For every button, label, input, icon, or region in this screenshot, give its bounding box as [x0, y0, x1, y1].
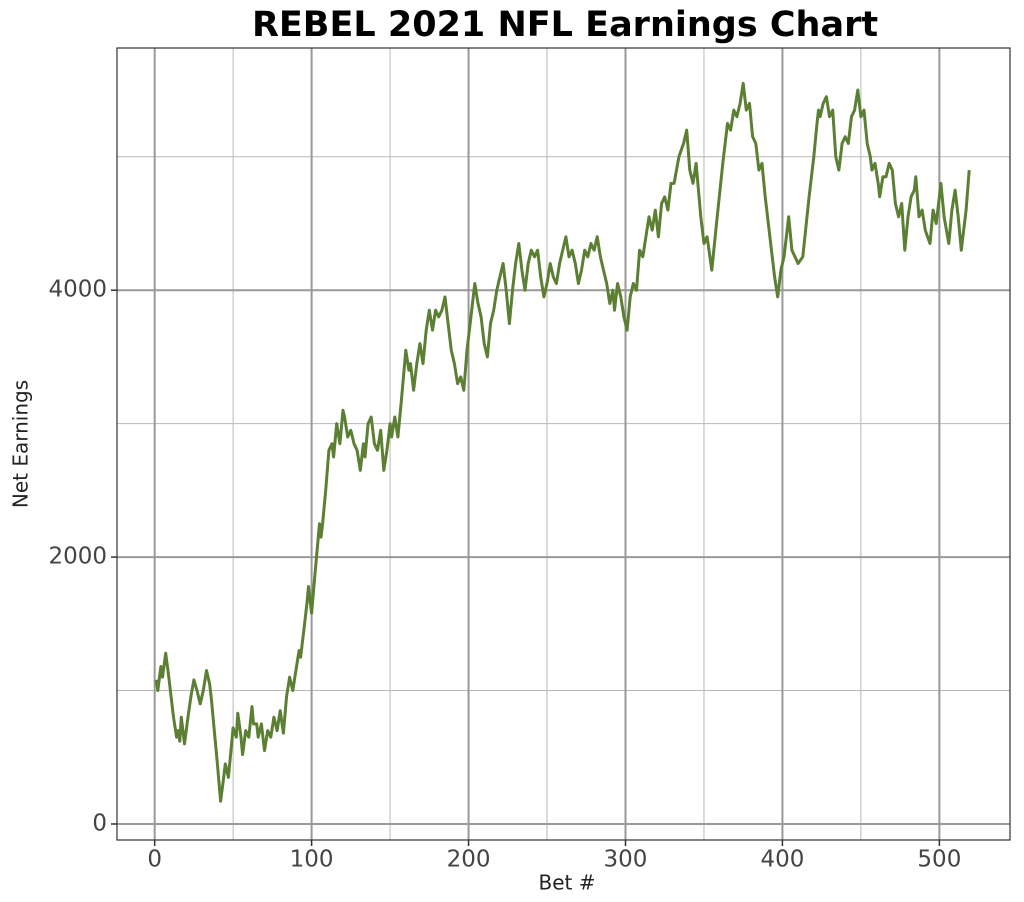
y-tick-label: 2000 [48, 544, 107, 570]
x-tick-label: 300 [604, 847, 648, 873]
chart-title: REBEL 2021 NFL Earnings Chart [252, 5, 878, 45]
y-tick-label: 4000 [48, 277, 107, 303]
x-tick-label: 500 [917, 847, 961, 873]
y-axis-label: Net Earnings [9, 380, 33, 508]
x-axis-label: Bet # [539, 871, 596, 895]
y-tick-label: 0 [92, 810, 107, 836]
x-tick-label: 0 [147, 847, 162, 873]
x-tick-label: 200 [447, 847, 491, 873]
plot-border [116, 47, 1011, 841]
x-tick-label: 100 [290, 847, 334, 873]
x-tick-label: 400 [760, 847, 804, 873]
earnings-line [154, 81, 971, 803]
